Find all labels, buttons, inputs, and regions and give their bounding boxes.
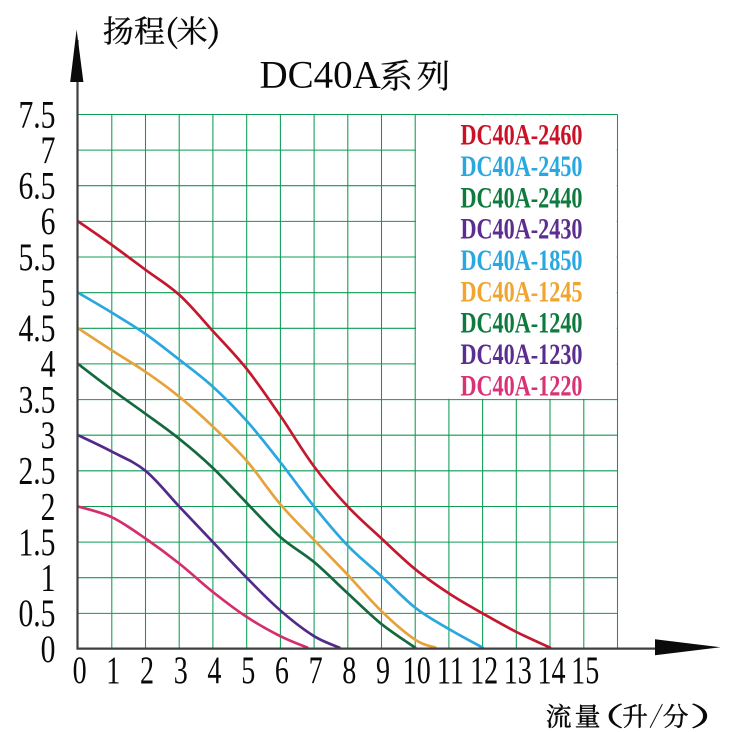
svg-text:11: 11	[437, 650, 464, 692]
svg-text:6: 6	[275, 650, 289, 692]
svg-text:DC40A-1245: DC40A-1245	[461, 274, 583, 308]
svg-text:3.5: 3.5	[18, 379, 55, 422]
svg-text:10: 10	[403, 650, 431, 692]
svg-text:7: 7	[41, 129, 56, 172]
svg-text:DC40A-1850: DC40A-1850	[461, 243, 583, 277]
svg-text:5.5: 5.5	[18, 236, 55, 279]
svg-text:4: 4	[207, 650, 221, 692]
svg-text:0: 0	[73, 650, 87, 692]
svg-text:3: 3	[41, 414, 56, 457]
svg-text:5: 5	[241, 650, 255, 692]
svg-text:2.5: 2.5	[18, 450, 55, 493]
svg-text:15: 15	[571, 650, 599, 692]
svg-text:3: 3	[174, 650, 188, 692]
svg-text:DC40A-2460: DC40A-2460	[461, 117, 583, 151]
svg-text:DC40A-1230: DC40A-1230	[461, 337, 583, 371]
svg-text:0.5: 0.5	[18, 592, 55, 635]
svg-text:12: 12	[470, 650, 498, 692]
svg-text:1: 1	[106, 650, 120, 692]
svg-text:5: 5	[41, 272, 56, 315]
svg-text:7.5: 7.5	[18, 94, 55, 137]
svg-text:1.5: 1.5	[18, 521, 55, 564]
svg-text:4: 4	[41, 343, 56, 386]
svg-text:4.5: 4.5	[18, 307, 55, 350]
svg-text:6: 6	[41, 200, 56, 243]
svg-text:0: 0	[41, 628, 56, 671]
svg-text:1: 1	[41, 557, 56, 600]
svg-text:DC40A-1240: DC40A-1240	[461, 305, 583, 339]
svg-text:2: 2	[140, 650, 154, 692]
svg-text:DC40A-1220: DC40A-1220	[461, 368, 583, 402]
svg-text:DC40A-2450: DC40A-2450	[461, 149, 583, 183]
svg-text:9: 9	[376, 650, 390, 692]
svg-text:13: 13	[504, 650, 532, 692]
svg-text:7: 7	[309, 650, 323, 692]
svg-text:14: 14	[537, 650, 565, 692]
svg-text:6.5: 6.5	[18, 165, 55, 208]
svg-text:DC40A-2430: DC40A-2430	[461, 211, 583, 245]
svg-text:2: 2	[41, 486, 56, 529]
svg-text:DC40A: DC40A	[260, 54, 381, 97]
svg-text:DC40A-2440: DC40A-2440	[461, 180, 583, 214]
svg-text:8: 8	[342, 650, 356, 692]
